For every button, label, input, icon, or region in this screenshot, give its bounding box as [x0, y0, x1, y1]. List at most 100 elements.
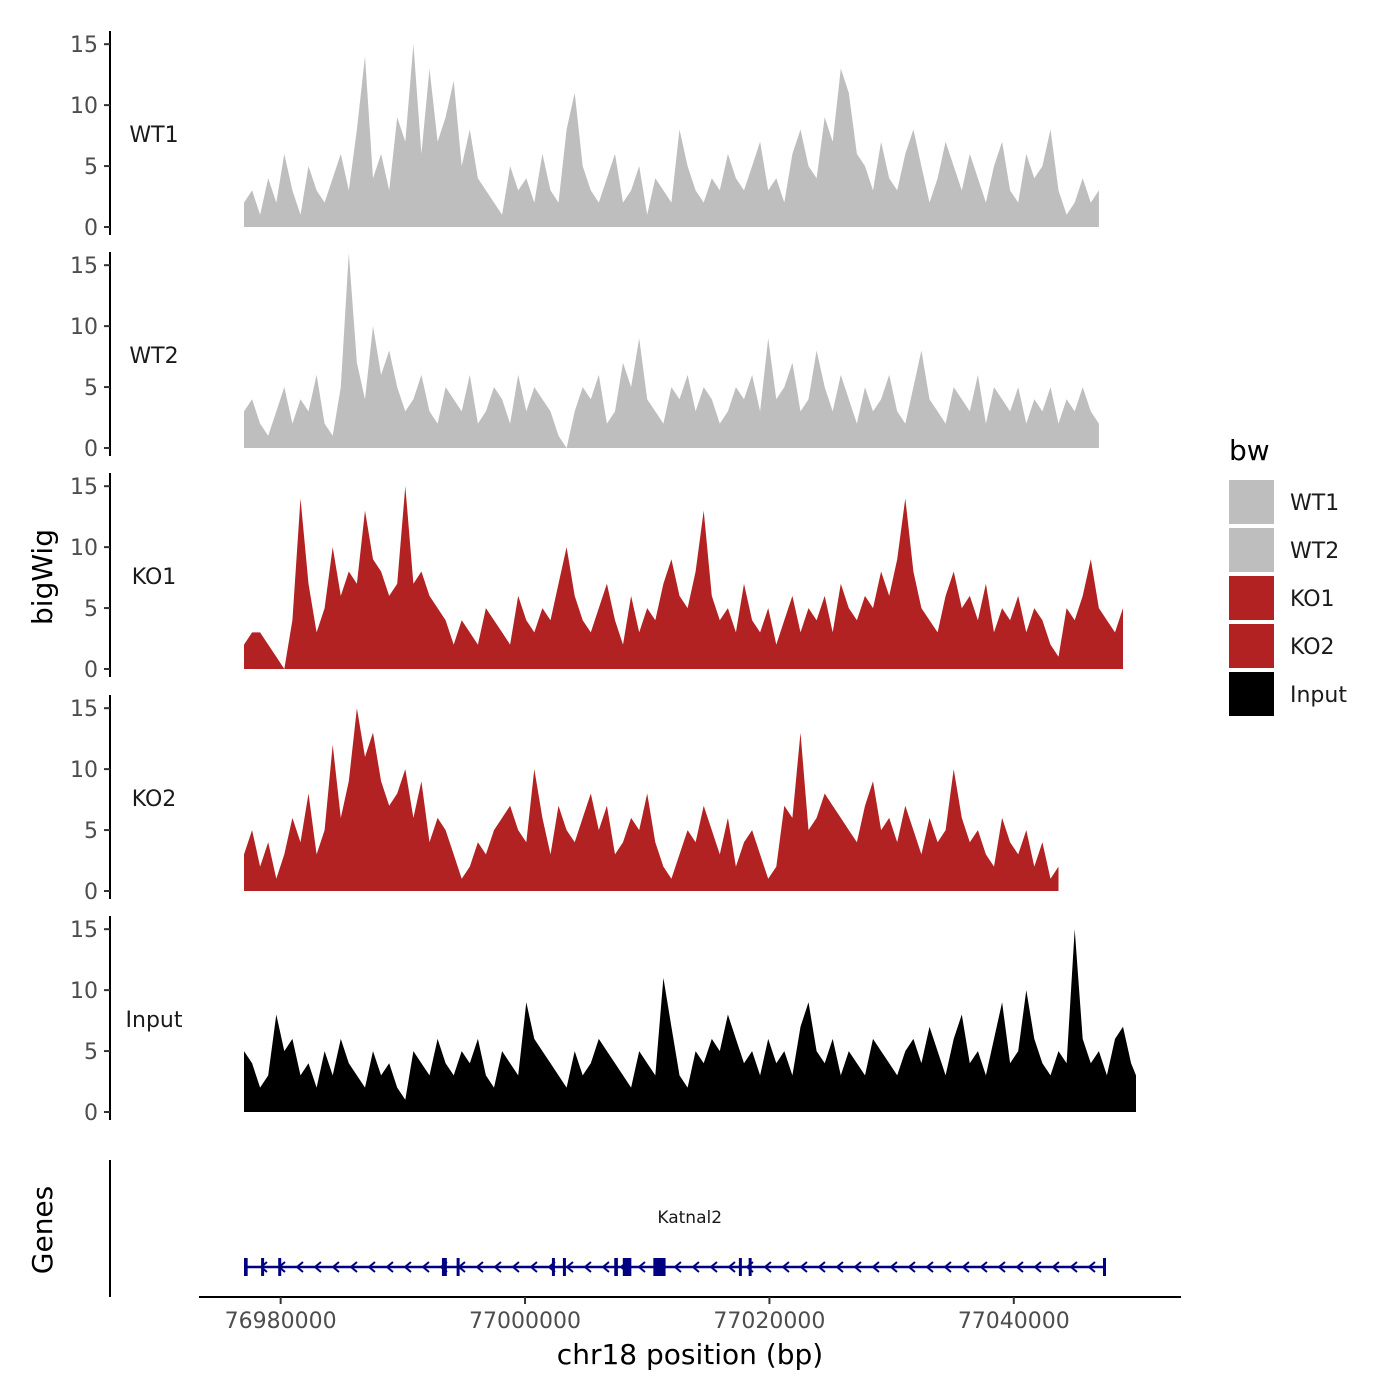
genes-panel: Katnal2: [109, 1160, 1107, 1297]
strand-arrow: [727, 1261, 736, 1273]
gene-name-label: Katnal2: [657, 1208, 722, 1228]
signal-area: [244, 708, 1059, 891]
strand-arrow: [817, 1261, 826, 1273]
signal-area: [244, 929, 1136, 1112]
exon: [614, 1258, 618, 1276]
legend-entry-ko2: KO2: [1229, 624, 1335, 668]
strand-arrow: [799, 1261, 808, 1273]
y-tick-label: 15: [70, 33, 98, 58]
strand-arrow: [349, 1261, 358, 1273]
x-tick-label: 77020000: [713, 1309, 825, 1334]
strand-arrow: [565, 1261, 574, 1273]
strand-arrow: [493, 1261, 502, 1273]
legend-entry-wt2: WT2: [1229, 528, 1339, 572]
strand-arrow: [637, 1261, 646, 1273]
strand-arrow: [961, 1261, 970, 1273]
legend-label: WT1: [1290, 491, 1339, 516]
x-axis: 76980000 77000000 77020000 77040000: [199, 1296, 1181, 1334]
legend-entry-ko1: KO1: [1229, 576, 1335, 620]
legend-label: KO1: [1290, 587, 1335, 612]
track-wt1: 0 5 10 15 WT1: [70, 31, 1099, 241]
y-tick-label: 15: [70, 697, 98, 722]
y-tick-label: 15: [70, 918, 98, 943]
legend-entry-wt1: WT1: [1229, 480, 1339, 524]
x-tick-label: 77000000: [469, 1309, 581, 1334]
strand-arrow: [907, 1261, 916, 1273]
genes-axis-title: Genes: [26, 1186, 59, 1274]
strand-arrow: [853, 1261, 862, 1273]
exon: [278, 1258, 282, 1276]
x-tick-label: 77040000: [958, 1309, 1070, 1334]
strand-arrow: [367, 1261, 376, 1273]
strand-arrow: [691, 1261, 700, 1273]
exon: [261, 1258, 265, 1276]
strand-arrow: [529, 1261, 538, 1273]
track-wt2: 0 5 10 15 WT2: [70, 252, 1099, 462]
track-ko1: 0 5 10 15 KO1: [70, 473, 1123, 683]
strand-arrow: [781, 1261, 790, 1273]
strand-arrow: [1033, 1261, 1042, 1273]
track-label: WT1: [129, 123, 178, 148]
y-tick-label: 15: [70, 254, 98, 279]
strand-arrow: [979, 1261, 988, 1273]
strand-arrow: [925, 1261, 934, 1273]
legend-swatch: [1229, 576, 1274, 620]
strand-arrow: [889, 1261, 898, 1273]
strand-arrow: [313, 1261, 322, 1273]
legend-swatch: [1229, 480, 1274, 524]
y-tick-label: 0: [84, 880, 98, 905]
y-tick-label: 10: [70, 94, 98, 119]
exon: [622, 1258, 632, 1276]
strand-arrow: [1015, 1261, 1024, 1273]
signal-area: [244, 44, 1099, 228]
strand-arrow: [475, 1261, 484, 1273]
exon: [244, 1258, 248, 1276]
strand-arrow: [1069, 1261, 1078, 1273]
track-label: Input: [126, 1008, 183, 1033]
strand-arrow: [1087, 1261, 1096, 1273]
y-tick-label: 5: [84, 155, 98, 180]
strand-arrow: [763, 1261, 772, 1273]
strand-arrow: [871, 1261, 880, 1273]
strand-arrow: [673, 1261, 682, 1273]
y-tick-label: 0: [84, 216, 98, 241]
x-axis-title: chr18 position (bp): [557, 1338, 823, 1371]
strand-arrow: [583, 1261, 592, 1273]
y-tick-label: 0: [84, 437, 98, 462]
y-axis-title: bigWig: [26, 529, 59, 625]
legend: WT1 WT2 KO1 KO2 Input: [1229, 480, 1347, 716]
strand-arrow: [385, 1261, 394, 1273]
strand-arrow: [403, 1261, 412, 1273]
strand-arrow: [421, 1261, 430, 1273]
legend-label: Input: [1290, 683, 1347, 708]
y-tick-label: 10: [70, 315, 98, 340]
y-tick-label: 0: [84, 658, 98, 683]
track-label: KO2: [132, 787, 177, 812]
x-tick-label: 76980000: [225, 1309, 337, 1334]
exon: [653, 1258, 666, 1276]
y-tick-label: 10: [70, 758, 98, 783]
legend-entry-input: Input: [1229, 672, 1347, 716]
y-tick-label: 15: [70, 475, 98, 500]
strand-arrow: [511, 1261, 520, 1273]
strand-arrow: [295, 1261, 304, 1273]
strand-arrow: [259, 1261, 268, 1273]
y-tick-label: 5: [84, 819, 98, 844]
strand-arrow: [709, 1261, 718, 1273]
y-tick-label: 5: [84, 376, 98, 401]
exon: [551, 1258, 555, 1276]
y-tick-label: 5: [84, 597, 98, 622]
strand-arrow: [943, 1261, 952, 1273]
exon: [748, 1258, 752, 1276]
y-tick-label: 10: [70, 979, 98, 1004]
strand-arrow: [997, 1261, 1006, 1273]
track-input: 0 5 10 15 Input: [70, 916, 1136, 1126]
legend-swatch: [1229, 624, 1274, 668]
legend-swatch: [1229, 528, 1274, 572]
track-ko2: 0 5 10 15 KO2: [70, 695, 1059, 905]
bigwig-tracks: 0 5 10 15 WT1 0 5 10 15 WT2 0 5 10 15 KO1 0 5 10 15 KO2 0 5 10…: [70, 31, 1136, 1126]
y-tick-label: 5: [84, 1040, 98, 1065]
strand-arrow: [1051, 1261, 1060, 1273]
legend-label: WT2: [1290, 539, 1339, 564]
signal-area: [244, 253, 1099, 448]
